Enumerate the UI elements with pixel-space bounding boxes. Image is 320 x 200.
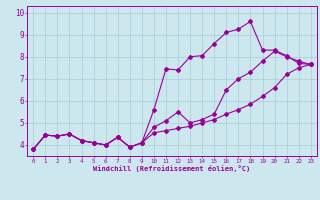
X-axis label: Windchill (Refroidissement éolien,°C): Windchill (Refroidissement éolien,°C): [93, 165, 251, 172]
